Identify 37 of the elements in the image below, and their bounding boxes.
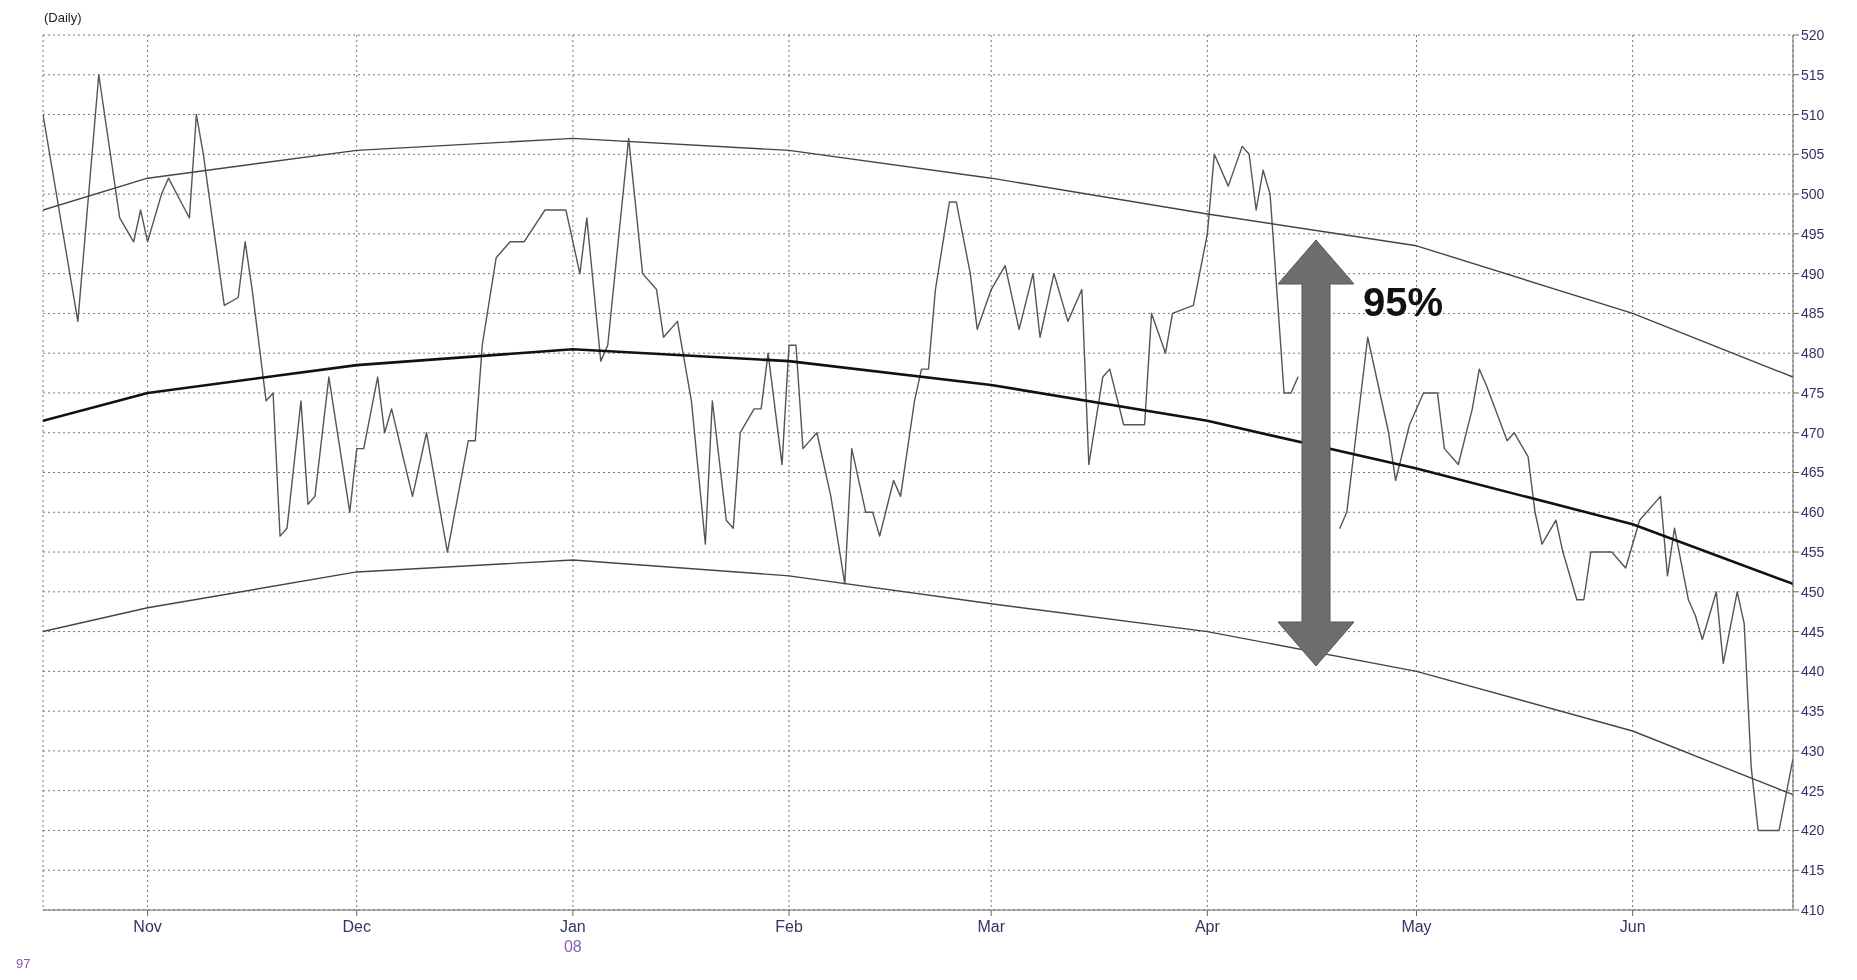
y-tick-label: 495 [1801, 225, 1825, 242]
y-tick-label: 460 [1801, 504, 1825, 521]
x-tick-label: Apr [1194, 918, 1221, 935]
y-tick-label: 445 [1801, 623, 1825, 640]
y-tick-label: 450 [1801, 583, 1825, 600]
y-tick-label: 515 [1801, 66, 1825, 83]
y-tick-label: 415 [1801, 862, 1825, 879]
y-tick-label: 410 [1801, 901, 1825, 918]
x-tick-label: Jun [1619, 918, 1646, 935]
y-tick-label: 430 [1801, 742, 1825, 759]
x-tick-label: Dec [342, 918, 371, 935]
y-tick-label: 490 [1801, 265, 1825, 282]
y-tick-label: 510 [1801, 106, 1825, 123]
line-series [43, 137, 1793, 378]
y-tick-label: 440 [1801, 663, 1825, 680]
x-tick-label: Jan 08 [559, 918, 586, 955]
y-tick-label: 455 [1801, 544, 1825, 561]
y-tick-label: 520 [1801, 26, 1825, 43]
line-series [43, 347, 1793, 586]
y-tick-label: 485 [1801, 305, 1825, 322]
y-tick-label: 470 [1801, 424, 1825, 441]
y-tick-label: 420 [1801, 822, 1825, 839]
text: 97 [16, 956, 31, 971]
x-tick-label: Mar [977, 918, 1006, 935]
y-tick-label: 500 [1801, 186, 1825, 203]
annotation: 95% [1363, 280, 1444, 325]
y-tick-label: 425 [1801, 782, 1825, 799]
y-tick-label: 505 [1801, 146, 1825, 163]
x-tick-label: May [1401, 918, 1432, 935]
y-tick-label: 435 [1801, 703, 1825, 720]
y-tick-label: 465 [1801, 464, 1825, 481]
x-tick-label: Feb [775, 918, 803, 935]
y-tick-label: 475 [1801, 384, 1825, 401]
y-tick-label: 480 [1801, 345, 1825, 362]
x-tick-label: Nov [133, 918, 162, 935]
chart-title: (Daily) [44, 10, 82, 25]
line-series [43, 559, 1793, 796]
